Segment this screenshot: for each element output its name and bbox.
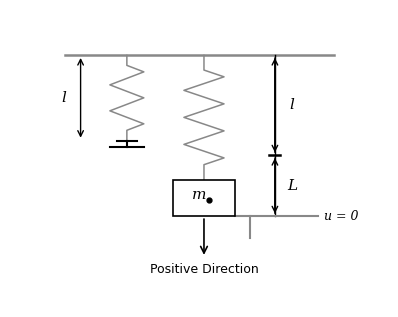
Text: l: l xyxy=(289,98,294,112)
Text: m: m xyxy=(192,189,207,203)
Text: Positive Direction: Positive Direction xyxy=(150,262,258,275)
Text: l: l xyxy=(61,91,66,105)
Text: L: L xyxy=(287,179,297,193)
Bar xyxy=(173,180,235,216)
Text: u = 0: u = 0 xyxy=(324,210,359,223)
